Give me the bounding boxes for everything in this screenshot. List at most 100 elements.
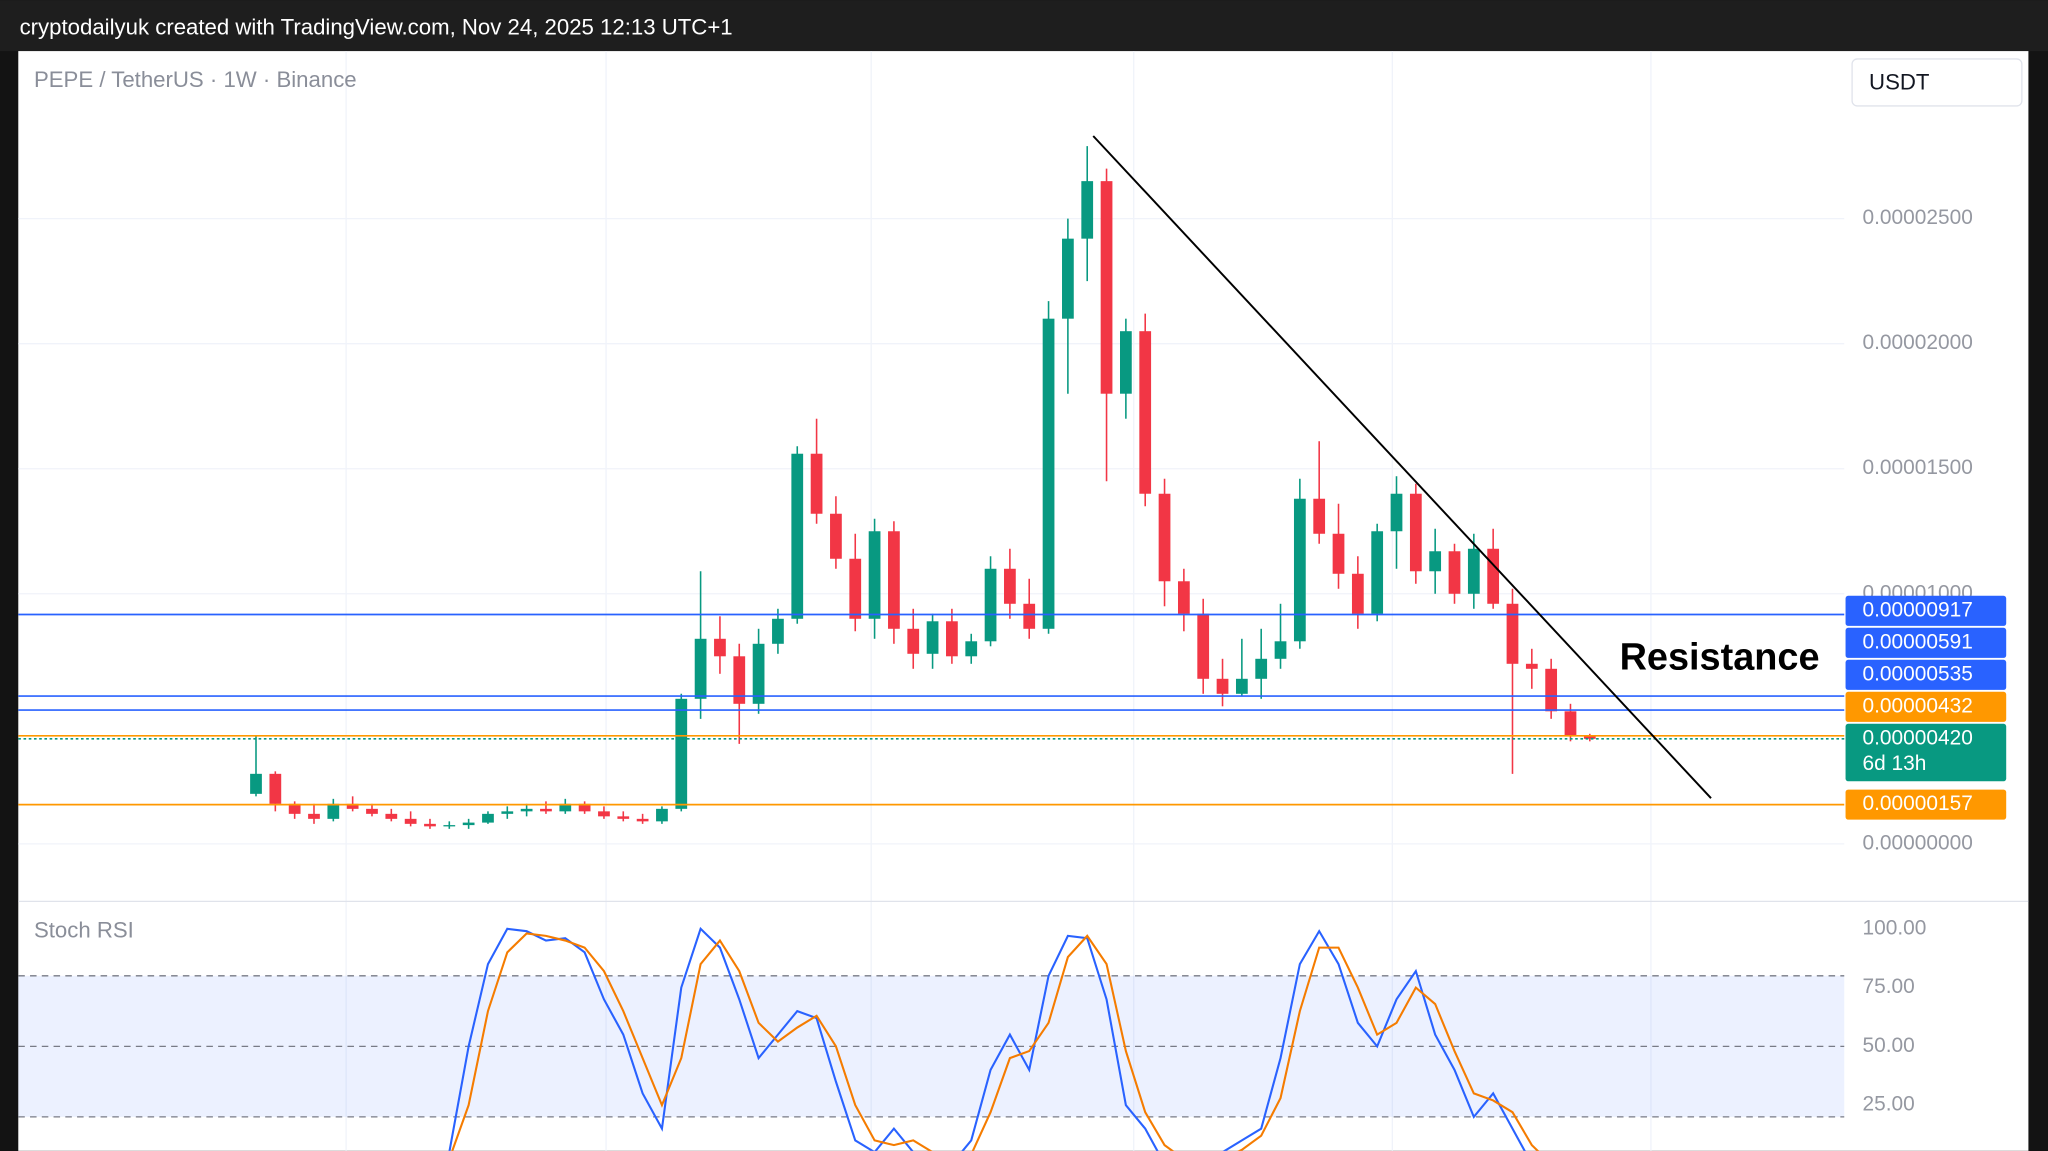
vertical-grid — [345, 51, 1652, 1151]
y-tick-label: 0.00001500 — [1863, 456, 1973, 479]
candle-body — [926, 621, 939, 654]
candle-body — [1351, 573, 1364, 614]
candle-body — [1313, 498, 1326, 534]
level-label: 0.00000420 — [1863, 726, 1973, 749]
y-tick-label: 0.00002500 — [1863, 206, 1973, 229]
y-tick-label: 0.00000000 — [1863, 831, 1973, 854]
candle-body — [907, 628, 920, 654]
candle-body — [346, 803, 359, 809]
candle-body — [578, 803, 591, 812]
candle-body — [1158, 493, 1171, 582]
candle-body — [772, 618, 784, 644]
candle-body — [868, 531, 881, 619]
candle-body — [1197, 613, 1210, 679]
candle-body — [501, 811, 514, 814]
candle-body — [1042, 318, 1055, 629]
candle-body — [327, 803, 340, 819]
candle-body — [714, 638, 726, 657]
candle-body — [656, 808, 668, 822]
candle-body — [849, 558, 862, 619]
currency-box[interactable] — [1851, 58, 2023, 107]
level-label: 0.00000432 — [1863, 694, 1973, 717]
level-label: 0.00000157 — [1863, 792, 1973, 815]
stoch-line — [451, 932, 1540, 1151]
candle-body — [888, 531, 900, 629]
candle-body — [1564, 711, 1577, 737]
candle-body — [1467, 548, 1480, 594]
header-text: cryptodailyuk created with TradingView.c… — [20, 15, 733, 40]
level-label: 0.00000535 — [1863, 662, 1973, 685]
candle-body — [1216, 678, 1229, 694]
stoch-lines — [448, 926, 1540, 1151]
candle-body — [462, 822, 475, 826]
currency-label[interactable]: USDT — [1869, 70, 1930, 95]
candle-body — [965, 641, 978, 657]
candle-body — [1235, 678, 1248, 694]
candle-body — [1274, 641, 1287, 659]
stoch-pane: 25.00 50.00 75.00 100.00 — [18, 916, 1926, 1151]
candle-body — [385, 813, 398, 819]
level-label-box — [1845, 627, 2007, 658]
candle-body — [830, 513, 842, 559]
stoch-line — [448, 926, 1526, 1151]
candle-body — [752, 643, 765, 704]
candle-body — [1525, 663, 1538, 669]
candle-body — [1081, 181, 1094, 239]
level-label-box — [1845, 789, 2007, 820]
candle-body — [250, 773, 262, 794]
candle-body — [946, 621, 958, 657]
candle-body — [1448, 551, 1461, 594]
y-tick-label: 50.00 — [1863, 1034, 1915, 1057]
candle-body — [308, 813, 320, 819]
candle-body — [1062, 238, 1074, 319]
trendline — [1092, 135, 1712, 799]
candle-body — [520, 808, 533, 812]
candle-body — [1293, 498, 1306, 642]
candle-body — [1004, 568, 1016, 604]
level-label: 0.00000591 — [1863, 630, 1973, 653]
level-label-box — [1845, 659, 2007, 690]
candle-body — [1583, 736, 1596, 739]
candle-body — [269, 773, 282, 804]
candle-body — [1371, 531, 1384, 614]
indicator-title: Stoch RSI — [34, 917, 134, 942]
y-tick-label: 25.00 — [1863, 1093, 1915, 1116]
level-sublabel: 6d 13h — [1863, 752, 1927, 775]
candle-body — [598, 811, 610, 817]
candle-body — [1023, 603, 1036, 629]
candle-body — [636, 818, 649, 822]
candle-body — [617, 816, 630, 819]
candle-body — [1545, 668, 1558, 712]
candle-body — [1487, 548, 1500, 604]
candle-body — [482, 813, 494, 823]
y-tick-label: 0.00002000 — [1863, 331, 1973, 354]
candle-body — [443, 825, 456, 827]
candle-body — [1409, 493, 1422, 572]
candle-body — [1390, 493, 1403, 532]
candle-body — [1100, 181, 1113, 394]
candle-body — [288, 803, 301, 814]
candle-body — [1255, 658, 1268, 679]
header-bar — [0, 0, 2048, 52]
candle-body — [694, 638, 707, 699]
symbol-title: PEPE / TetherUS · 1W · Binance — [34, 67, 357, 92]
candle-body — [1120, 331, 1132, 394]
candle-body — [810, 453, 823, 514]
candle-body — [675, 698, 688, 809]
y-tick-label: 100.00 — [1863, 916, 1927, 939]
candles — [250, 146, 1596, 829]
level-label-box — [1845, 595, 2007, 626]
candle-body — [559, 803, 572, 812]
levels-labels: 0.00000157 0.00000420 6d 13h 0.00000432 0.00… — [1845, 595, 2007, 820]
y-tick-label: 75.00 — [1863, 975, 1915, 998]
candle-body — [540, 808, 552, 812]
candle-body — [1177, 581, 1190, 614]
candle-body — [1332, 533, 1345, 574]
annotation: Resistance — [1620, 637, 1820, 679]
candle-body — [366, 808, 378, 814]
price-pane: 0.000000000.000010000.000015000.00002000… — [18, 146, 1973, 854]
candle-body — [984, 568, 997, 642]
candle-body — [404, 818, 417, 824]
candle-body — [1139, 331, 1152, 494]
